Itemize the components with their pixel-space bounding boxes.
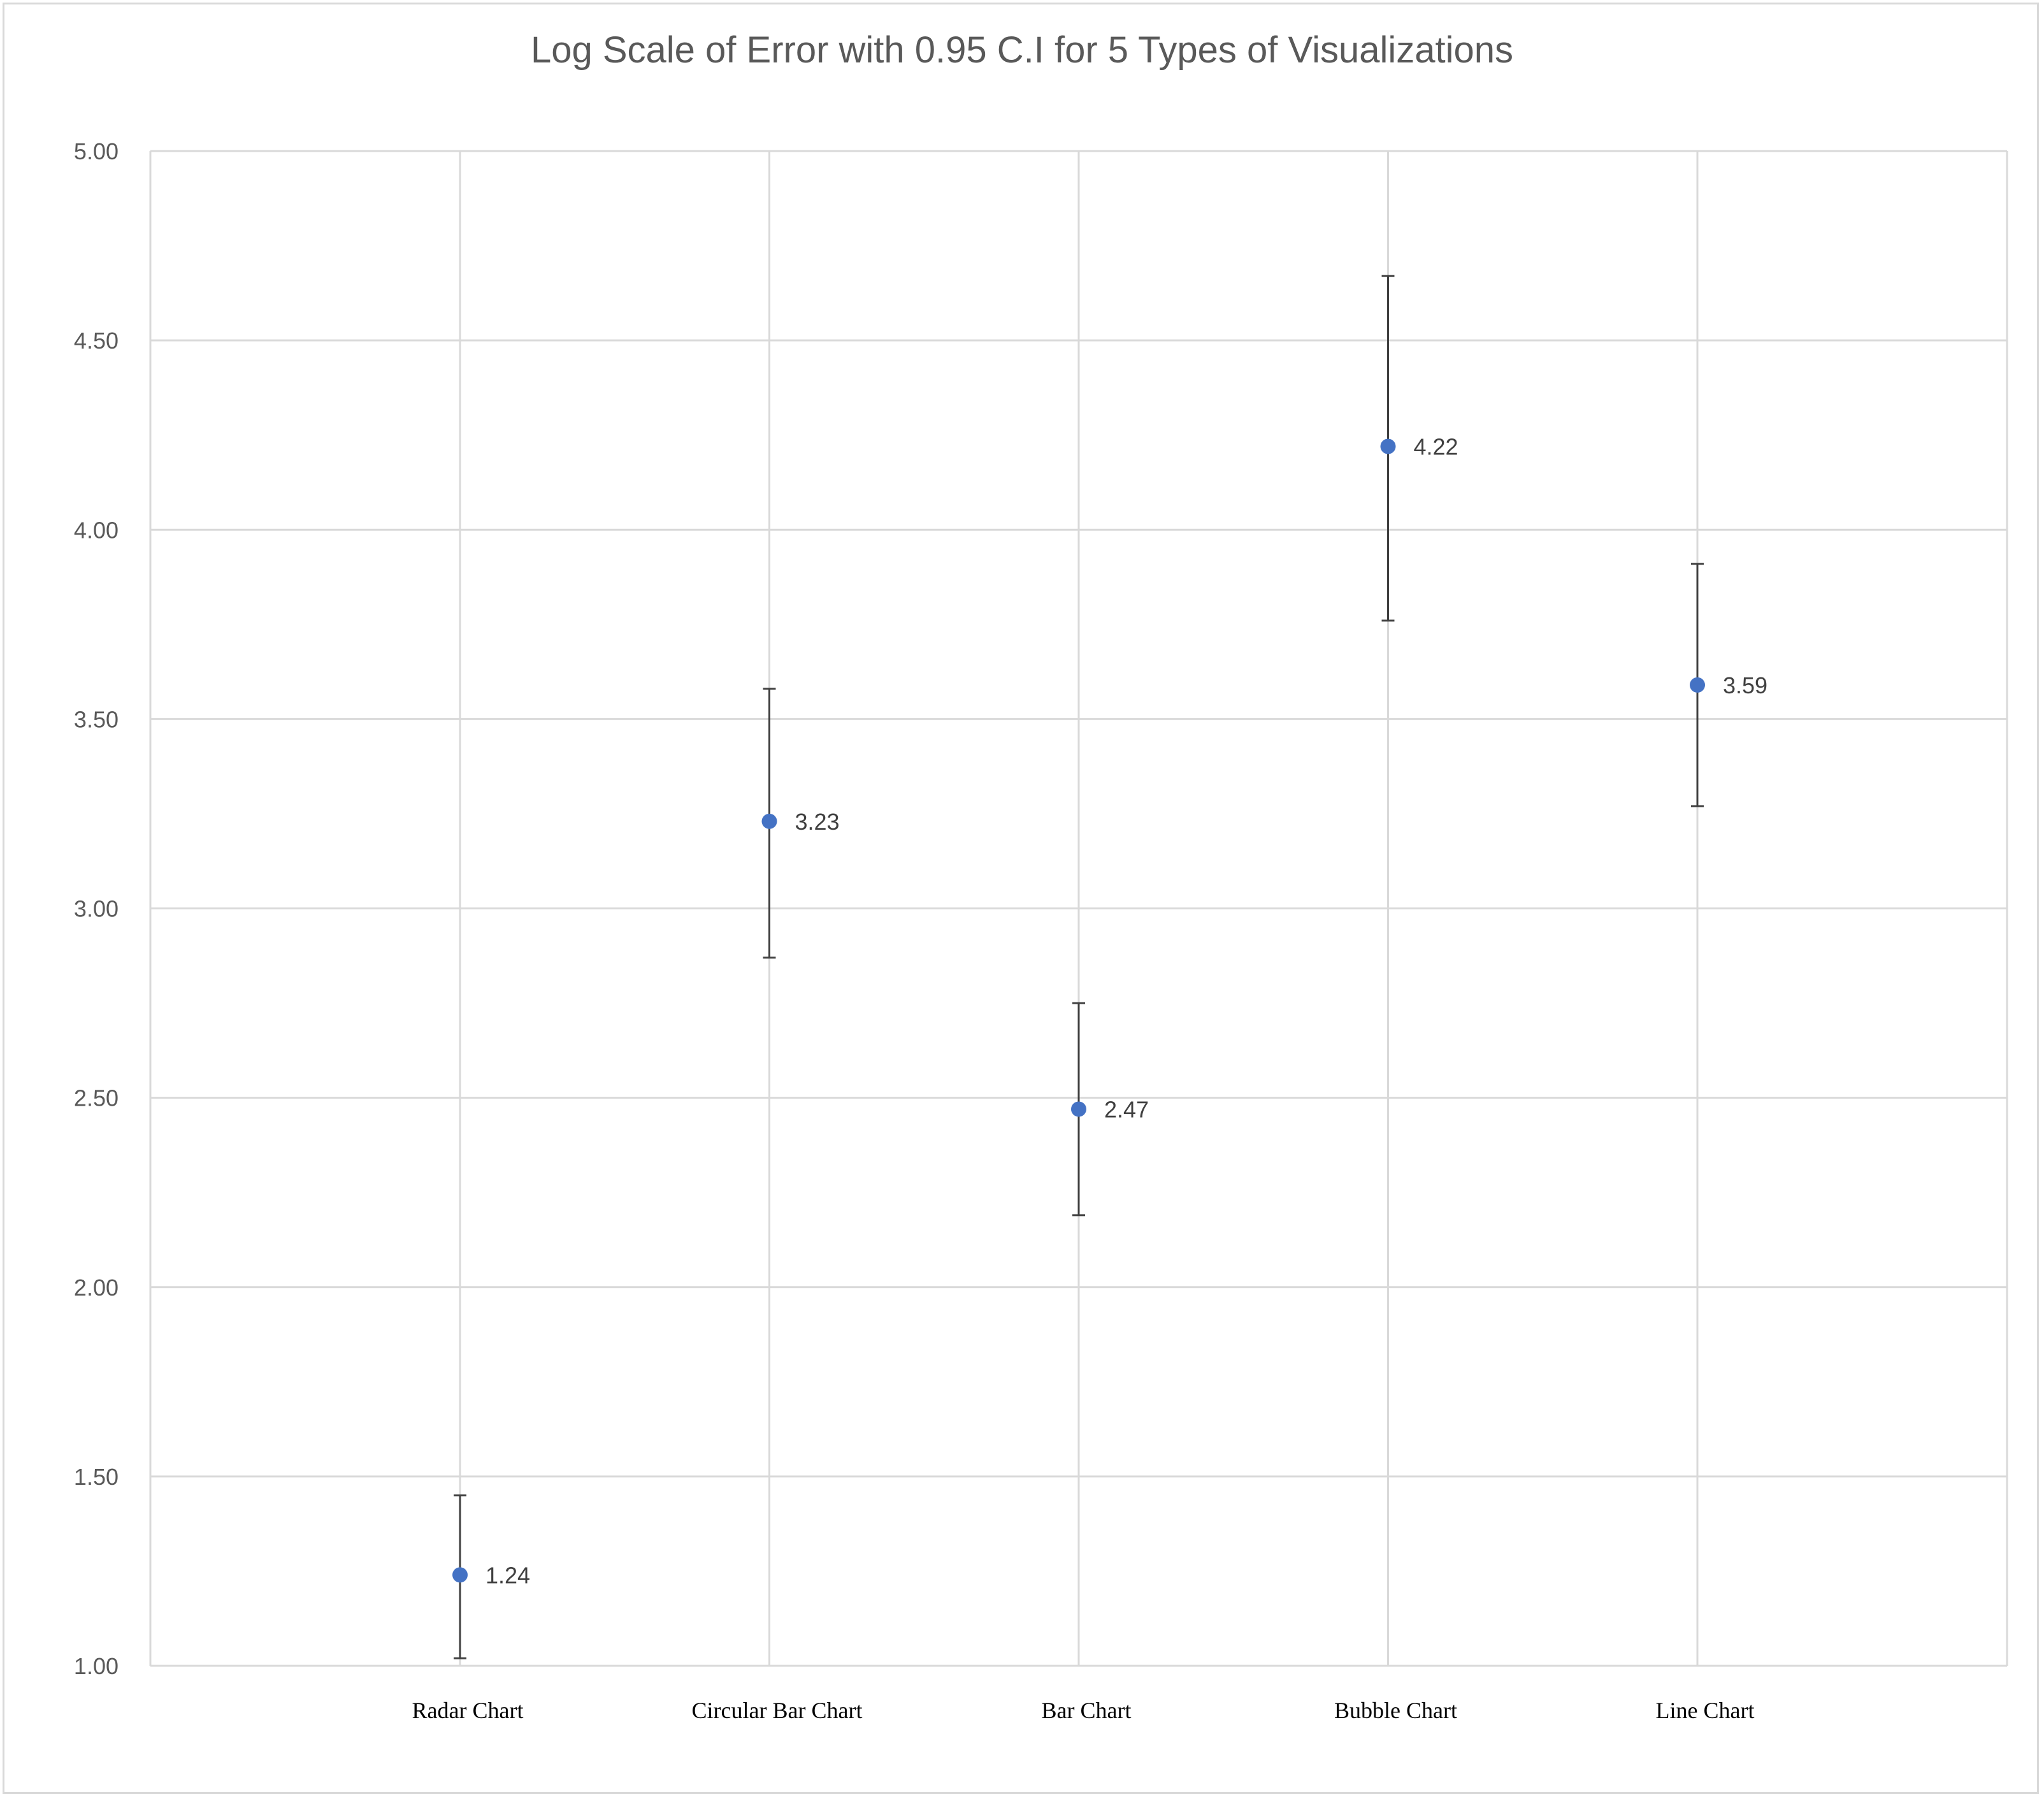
data-point [452, 1567, 468, 1583]
y-tick-label: 2.00 [74, 1275, 119, 1301]
data-point [1071, 1101, 1086, 1117]
data-point [761, 813, 777, 829]
data-label: 3.59 [1723, 672, 1767, 698]
y-tick-label: 4.50 [74, 328, 119, 354]
data-point [1380, 438, 1396, 454]
y-tick-label: 1.50 [74, 1464, 119, 1490]
chart-title: Log Scale of Error with 0.95 C.I for 5 T… [531, 29, 1513, 71]
data-point [1690, 677, 1705, 693]
x-tick-label: Radar Chart [412, 1698, 524, 1723]
x-tick-label: Bar Chart [1042, 1698, 1132, 1723]
y-tick-label: 3.00 [74, 896, 119, 922]
mark-layer: 1.24 3.23 2.47 4.22 3.59 [452, 275, 1767, 1659]
y-tick-label: 5.00 [74, 138, 119, 164]
axis-layer: 1.00 1.50 2.00 2.50 3.00 3.50 4.00 4.50 5.00 Rada… [74, 138, 1755, 1723]
x-tick-label: Circular Bar Chart [692, 1698, 863, 1723]
data-label: 2.47 [1104, 1096, 1149, 1122]
x-tick-label: Line Chart [1656, 1698, 1755, 1723]
y-tick-label: 2.50 [74, 1085, 119, 1111]
x-tick-label: Bubble Chart [1334, 1698, 1457, 1723]
y-tick-label: 1.00 [74, 1653, 119, 1679]
grid-layer [149, 150, 2008, 1667]
data-label: 4.22 [1414, 434, 1458, 460]
y-tick-label: 4.00 [74, 517, 119, 543]
data-label: 1.24 [486, 1562, 530, 1588]
data-label: 3.23 [795, 809, 840, 835]
y-tick-label: 3.50 [74, 706, 119, 732]
chart-frame [3, 3, 2039, 1794]
